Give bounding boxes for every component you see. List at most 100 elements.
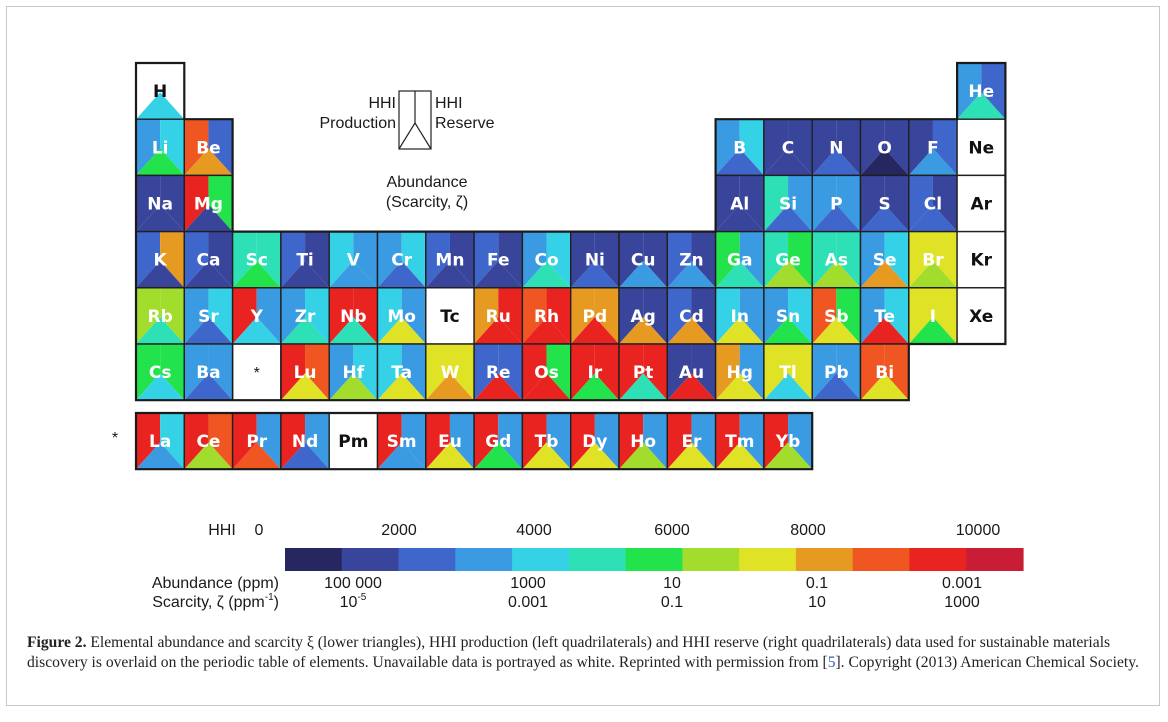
hhi-reserve-quad <box>739 175 764 232</box>
element-symbol: Er <box>681 432 702 452</box>
element-symbol: Ar <box>970 195 992 215</box>
abundance-triangle <box>715 317 764 344</box>
hhi-reserve-quad <box>884 344 909 401</box>
main-table-outline <box>134 61 1007 402</box>
element-symbol: Pd <box>583 307 608 327</box>
abundance-triangle <box>908 260 958 288</box>
hhi-production-quad <box>570 231 595 288</box>
abundance-triangle <box>136 373 185 401</box>
abundance-triangle <box>667 442 716 470</box>
element-symbol: Sm <box>387 432 417 452</box>
hhi-production-quad <box>184 344 209 401</box>
element-symbol: Cl <box>924 195 942 215</box>
hhi-reserve-quad <box>981 63 1006 120</box>
element-symbol: K <box>154 251 168 271</box>
element-symbol: Zn <box>679 251 703 271</box>
color-bar-segment <box>455 548 513 571</box>
element-symbol: Mn <box>435 251 464 271</box>
hhi-reserve-quad <box>208 119 233 176</box>
element-n: N <box>811 118 862 177</box>
color-bar-segment <box>512 548 570 571</box>
element-symbol: C <box>782 138 794 158</box>
hhi-production-quad <box>860 287 885 344</box>
hhi-production-quad <box>232 287 257 344</box>
element-si: Si <box>763 174 813 233</box>
hhi-reserve-quad <box>788 344 813 401</box>
hhi-reserve-quad <box>643 344 668 401</box>
hhi-production-quad <box>715 231 740 288</box>
abundance-triangle <box>329 317 378 344</box>
element-symbol: Ag <box>630 307 655 327</box>
element-symbol: Tl <box>779 363 796 383</box>
hhi-reserve-quad <box>208 175 233 232</box>
element-symbol: Sb <box>824 307 848 327</box>
element-i: I <box>908 287 958 345</box>
abundance-triangle <box>474 317 523 344</box>
key-divider <box>398 122 416 150</box>
hhi-production-quad <box>860 119 885 176</box>
element-symbol: Pr <box>246 432 267 452</box>
element-nb: Nb <box>328 287 379 345</box>
element-symbol: Bi <box>875 363 894 383</box>
element-ge: Ge <box>763 230 813 289</box>
abundance-triangle <box>763 148 813 176</box>
element-nd: Nd <box>280 412 330 470</box>
element-sc: Sc <box>231 230 282 289</box>
figure-frame: H He Li Be B C N O F Ne Na Mg Al Si P S Cl Ar K Ca Sc Ti V Cr Mn… <box>6 6 1160 706</box>
element-f: F <box>908 118 958 177</box>
element-mn: Mn <box>425 230 475 289</box>
element-symbol: Ga <box>727 251 752 271</box>
abundance-triangle <box>812 204 861 232</box>
abundance-triangle <box>425 373 475 401</box>
abundance-tick-label: 100 000 <box>324 575 382 592</box>
hhi-production-quad <box>377 344 402 401</box>
element-fe: Fe <box>473 230 524 289</box>
hhi-production-quad <box>377 231 402 288</box>
hhi-tick-label: 8000 <box>790 522 826 539</box>
hhi-reserve-quad <box>401 231 426 288</box>
hhi-production-quad <box>136 413 161 470</box>
abundance-triangle <box>957 204 1006 232</box>
element-symbol: N <box>829 138 843 158</box>
element-k: K <box>135 230 185 289</box>
hhi-production-quad <box>522 413 547 470</box>
abundance-triangle <box>377 317 426 344</box>
element-symbol: Gd <box>485 432 511 452</box>
hhi-reserve-quad <box>160 63 185 120</box>
element-symbol: S <box>879 195 891 215</box>
hhi-production-quad <box>280 413 306 470</box>
caption-reference-link[interactable]: 5 <box>827 654 836 671</box>
hhi-reserve-quad <box>498 344 523 401</box>
hhi-production-quad <box>280 344 306 401</box>
table-frames: ** <box>112 61 1007 471</box>
abundance-triangle <box>667 260 716 288</box>
element-ti: Ti <box>280 230 330 289</box>
lanthanide-marker: * <box>254 365 260 382</box>
abundance-tick-label: 0.1 <box>806 575 828 592</box>
hhi-production-quad <box>474 287 499 344</box>
hhi-production-quad <box>232 413 257 470</box>
hhi-production-quad <box>619 413 644 470</box>
element-o: O <box>859 118 910 177</box>
element-symbol: Tb <box>535 432 559 452</box>
hhi-tick-label: 6000 <box>654 522 690 539</box>
abundance-triangle <box>280 260 330 288</box>
hhi-reserve-quad <box>739 344 764 401</box>
element-symbol: Ru <box>486 307 511 327</box>
key-abundance-label: Abundance (Scarcity, ζ) <box>386 174 468 211</box>
element-symbol: Mo <box>387 307 416 327</box>
hhi-production-quad <box>957 63 982 120</box>
legend-hhi-label: HHI <box>208 522 236 539</box>
hhi-production-quad <box>474 344 499 401</box>
hhi-production-quad <box>184 231 209 288</box>
element-symbol: Te <box>874 307 895 327</box>
hhi-production-quad <box>812 231 837 288</box>
abundance-triangle <box>860 317 909 344</box>
hhi-reserve-quad <box>932 231 958 288</box>
abundance-triangle <box>957 317 1006 344</box>
hhi-reserve-quad <box>981 175 1006 232</box>
abundance-triangle <box>957 92 1006 120</box>
element-symbol: Ni <box>585 251 605 271</box>
abundance-triangle <box>667 373 716 401</box>
element-ne: Ne <box>956 118 1007 177</box>
